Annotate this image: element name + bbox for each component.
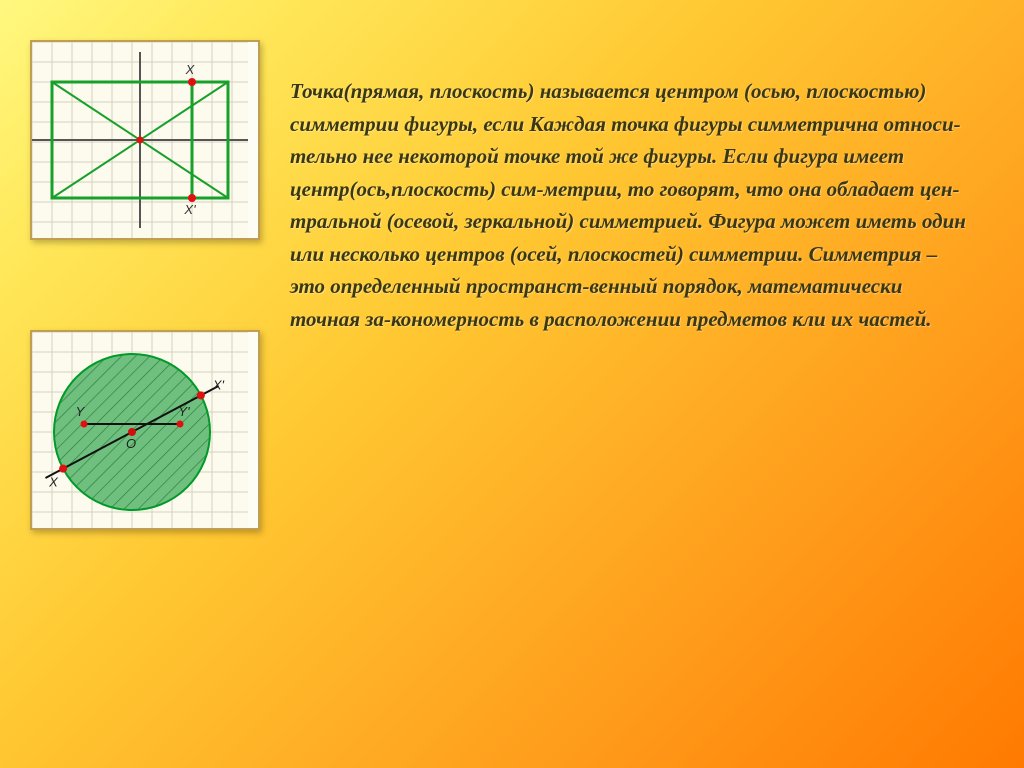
- svg-text:X: X: [185, 62, 196, 77]
- figure-circle-symmetry: X X' Y Y' O: [30, 330, 260, 530]
- svg-text:X: X: [48, 475, 59, 490]
- svg-text:X': X': [183, 202, 196, 217]
- figure2-svg: X X' Y Y' O: [32, 332, 248, 528]
- figure-rectangle-symmetry: X X': [30, 40, 260, 240]
- slide: X X' X X' Y Y' O Точка(прямая, плоскость) наз…: [0, 0, 1024, 768]
- svg-text:O: O: [126, 436, 136, 451]
- figure1-svg: X X': [32, 42, 248, 238]
- svg-text:X': X': [212, 377, 225, 392]
- svg-text:Y': Y': [178, 404, 190, 419]
- definition-text: Точка(прямая, плоскость) называется цент…: [260, 40, 974, 335]
- figures-column: X X' X X' Y Y' O: [30, 40, 260, 530]
- svg-text:Y: Y: [76, 404, 86, 419]
